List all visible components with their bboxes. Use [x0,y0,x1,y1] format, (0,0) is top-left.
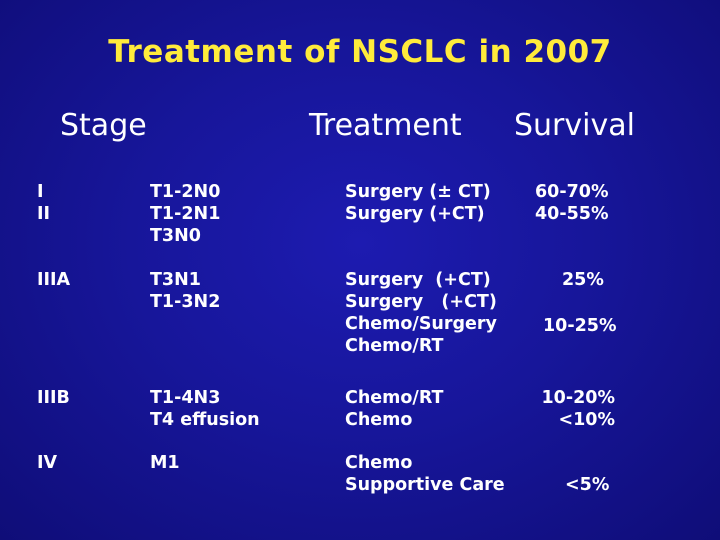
row-survival-iiib: 10-20% <10% [541,388,615,430]
row-tnm-iiia: T3N1 T1-3N2 [150,270,221,312]
row-treatment-i-ii: Surgery (± CT) Surgery (+CT) [345,182,491,224]
row-tnm-i-ii: T1-2N0 T1-2N1 T3N0 [150,182,221,246]
header-stage: Stage [60,108,147,143]
row-survival-iiia-chemo: 10-25% [543,316,617,336]
row-tnm-iiib: T1-4N3 T4 effusion [150,388,260,430]
row-treatment-iiia: Surgery (+CT) Surgery (+CT) Chemo/Surger… [345,270,497,356]
header-survival: Survival [514,108,635,143]
row-survival-i-ii: 60-70% 40-55% [535,182,609,224]
row-survival-iiia-surgery: 25% [562,270,604,290]
row-tnm-iv: M1 [150,453,180,473]
row-survival-iv: <5% [565,475,610,495]
header-treatment: Treatment [309,108,462,143]
slide-title: Treatment of NSCLC in 2007 [108,34,612,70]
row-stage-iv: IV [37,453,58,473]
row-treatment-iv: Chemo Supportive Care [345,453,505,495]
row-treatment-iiib: Chemo/RT Chemo [345,388,444,430]
row-stage-iiib: IIIB [37,388,70,408]
row-stage-iiia: IIIA [37,270,71,290]
row-stage-i-ii: I II [37,182,51,224]
